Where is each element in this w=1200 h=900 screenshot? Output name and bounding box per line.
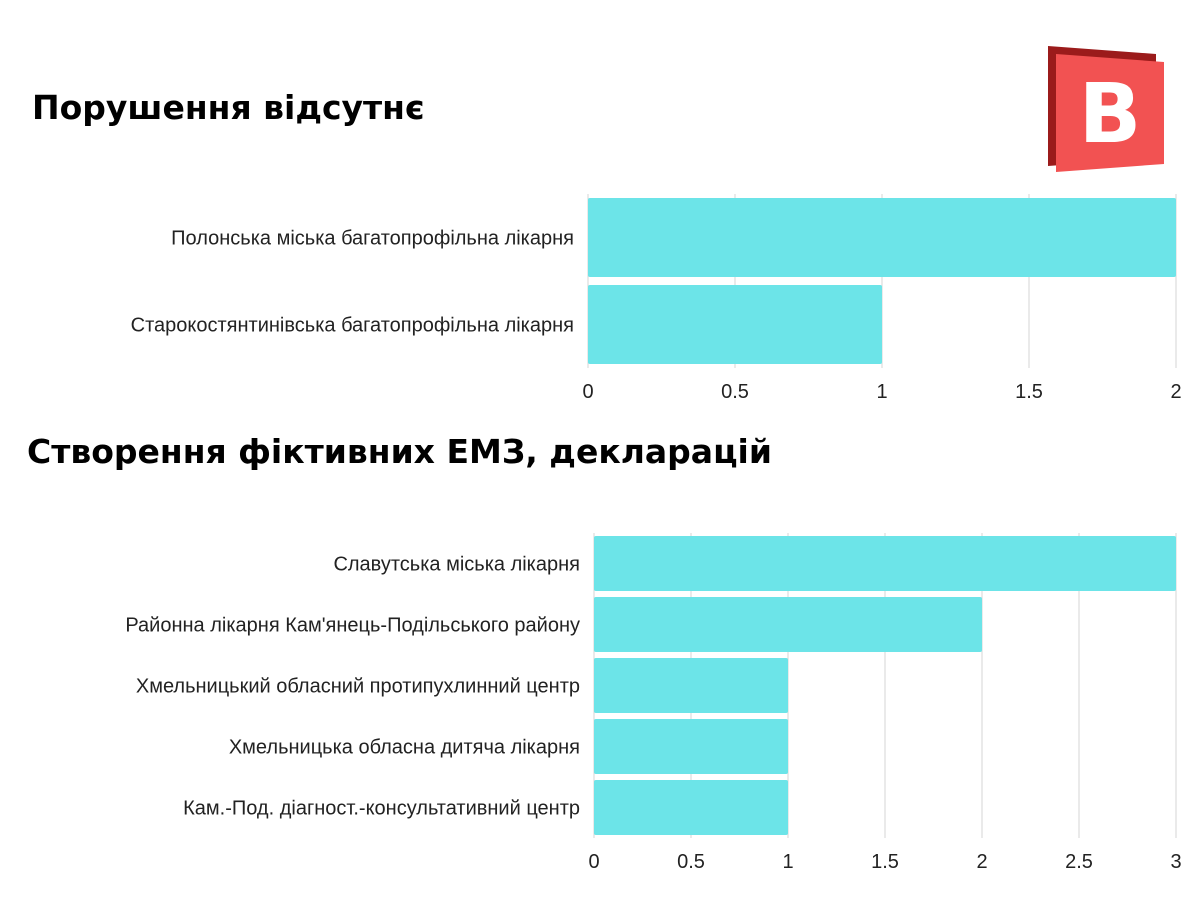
- category-label: Славутська міська лікарня: [333, 554, 580, 576]
- category-label: Полонська міська багатопрофільна лікарня: [171, 228, 574, 250]
- brand-logo: B: [1048, 46, 1164, 172]
- x-tick-label: 1.5: [1015, 381, 1043, 403]
- chart-1-title: Порушення відсутнє: [32, 88, 425, 127]
- logo-letter: B: [1079, 67, 1142, 162]
- category-label: Хмельницький обласний протипухлинний цен…: [136, 676, 580, 698]
- x-tick-label: 2: [1170, 381, 1181, 403]
- x-tick-label: 0.5: [677, 851, 705, 873]
- category-label: Хмельницька обласна дитяча лікарня: [229, 737, 580, 759]
- x-tick-label: 1.5: [871, 851, 899, 873]
- logo-front-shape: [1056, 54, 1164, 172]
- category-label: Кам.-Под. діагност.-консультативний цент…: [183, 798, 580, 820]
- x-tick-label: 0.5: [721, 381, 749, 403]
- x-tick-label: 1: [876, 381, 887, 403]
- x-tick-label: 2: [976, 851, 987, 873]
- x-tick-label: 1: [782, 851, 793, 873]
- x-tick-label: 3: [1170, 851, 1181, 873]
- x-tick-label: 0: [582, 381, 593, 403]
- x-tick-label: 0: [588, 851, 599, 873]
- bar: [588, 198, 1176, 277]
- bar: [594, 658, 788, 713]
- category-label: Районна лікарня Кам'янець-Подільського р…: [125, 615, 580, 637]
- bar: [588, 285, 882, 364]
- bar: [594, 719, 788, 774]
- bar: [594, 536, 1176, 591]
- x-tick-label: 2.5: [1065, 851, 1093, 873]
- chart-2-title: Створення фіктивних ЕМЗ, декларацій: [27, 432, 772, 471]
- category-label: Старокостянтинівська багатопрофільна лік…: [131, 315, 574, 337]
- chart-1: Полонська міська багатопрофільна лікарня…: [131, 194, 1182, 403]
- bar: [594, 597, 982, 652]
- chart-2: Славутська міська лікарня Районна лікарня…: [125, 533, 1182, 873]
- bar: [594, 780, 788, 835]
